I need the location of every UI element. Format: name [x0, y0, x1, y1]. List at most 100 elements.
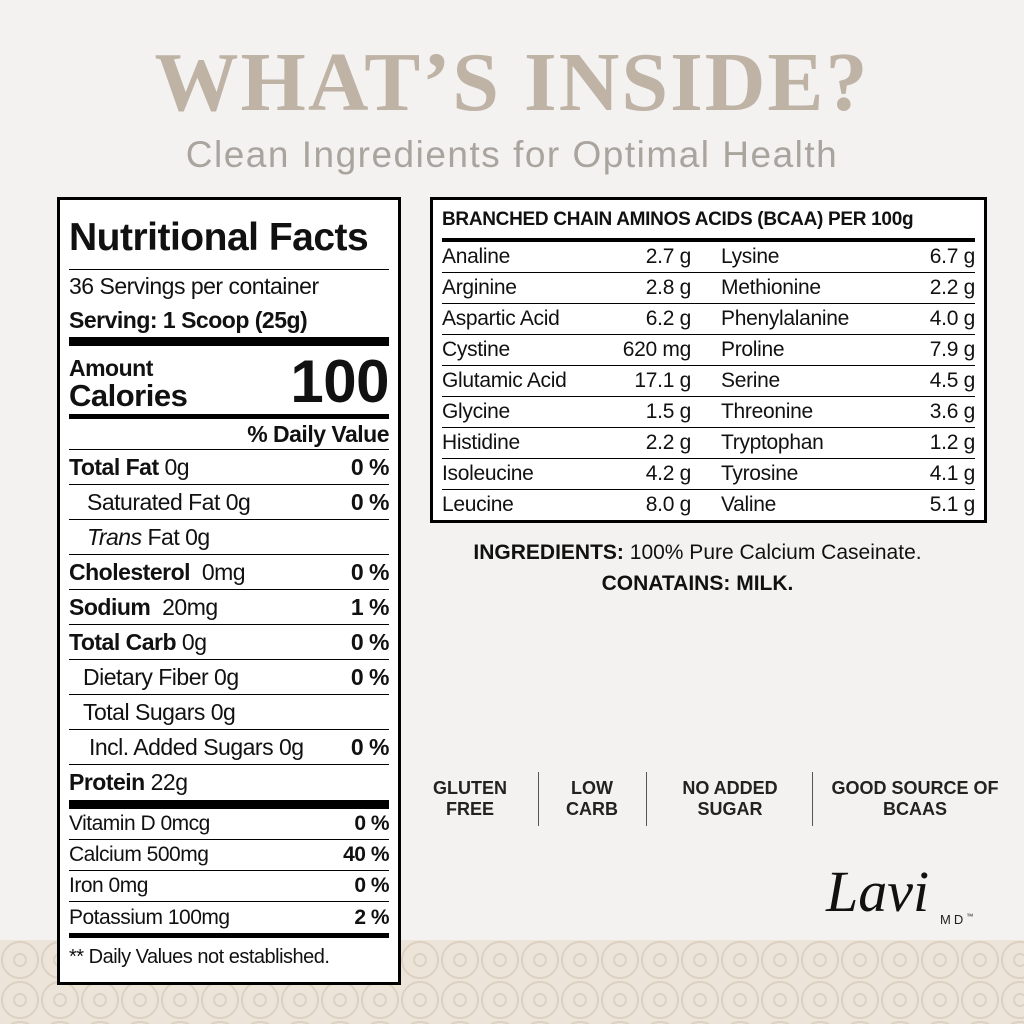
bcaa-row: Arginine 2.8 g Methionine 2.2 g: [442, 273, 975, 304]
nutrient-row: Total Carb 0g 0 %: [69, 625, 390, 660]
contains: CONATAINS: MILK.: [410, 572, 985, 596]
nutrition-title: Nutritional Facts: [69, 200, 389, 270]
title: WHAT’S INSIDE?: [154, 36, 870, 129]
bcaa-row: Cystine 620 mg Proline 7.9 g: [442, 335, 975, 366]
logo: Lavi: [826, 859, 930, 924]
amount-label: Amount: [69, 355, 153, 381]
rule: [69, 337, 389, 346]
bcaa-row: Leucine 8.0 g Valine 5.1 g: [442, 490, 975, 520]
dv-header-text: % Daily Value: [247, 420, 389, 447]
amino-amount: 2.2 g: [645, 431, 692, 454]
amino-amount: 6.7 g: [929, 245, 976, 268]
amino-amount: 1.5 g: [645, 400, 692, 423]
amino-name: Arginine: [442, 276, 517, 299]
bcaa-row: Histidine 2.2 g Tryptophan 1.2 g: [442, 428, 975, 459]
amino-name: Glutamic Acid: [442, 369, 567, 392]
calories-value: 100: [290, 348, 389, 415]
nutrient: Cholesterol 0mg: [69, 558, 246, 586]
amino-amount: 4.5 g: [929, 369, 976, 392]
amino-name: Threonine: [721, 400, 813, 423]
separator: [538, 772, 539, 826]
rule: [69, 414, 389, 419]
amino-amount: 4.0 g: [929, 307, 976, 330]
contains-text: MILK.: [736, 572, 794, 595]
nutrient-dv: 1 %: [350, 593, 390, 620]
nutrient-amount: 0mg: [201, 558, 246, 585]
nutrient-dv: 0 %: [350, 453, 390, 480]
serving: Serving: 1 Scoop (25g): [69, 303, 389, 337]
amino-name: Tyrosine: [721, 462, 798, 485]
amino-name: Glycine: [442, 400, 510, 423]
vitamin-row: Calcium 500mg 40 %: [69, 840, 389, 871]
nutrient-name: Dietary Fiber 0g: [83, 663, 239, 690]
vitamin-dv: 40 %: [343, 843, 389, 866]
amino-name: Serine: [721, 369, 780, 392]
vitamin-name: Iron 0mg: [69, 874, 148, 897]
amino-amount: 17.1 g: [634, 369, 691, 392]
nutrient-amount: 20mg: [162, 593, 218, 620]
amino-name: Phenylalanine: [721, 307, 850, 330]
amino-name: Histidine: [442, 431, 520, 454]
ingredients-text: 100% Pure Calcium Caseinate.: [629, 541, 922, 564]
bcaa-title: BRANCHED CHAIN AMINOS ACIDS (BCAA) PER 1…: [442, 200, 975, 242]
logo-tm: ™: [966, 913, 977, 921]
amino-amount: 8.0 g: [645, 493, 692, 516]
nutrient-name: Total Fat: [69, 453, 159, 480]
amino-name: Proline: [721, 338, 785, 361]
amino-amount: 2.7 g: [645, 245, 692, 268]
ingredients: INGREDIENTS: 100% Pure Calcium Caseinate…: [410, 541, 985, 565]
nutrient: Protein 22g: [69, 769, 188, 796]
nutrient-dv: 0 %: [350, 628, 390, 655]
nutrient-amount: 0g: [181, 628, 207, 655]
servings: 36 Servings per container: [69, 270, 389, 303]
nutrient-name: Saturated Fat 0g: [87, 488, 251, 515]
amino-name: Cystine: [442, 338, 510, 361]
nutrient-name: Sodium: [69, 593, 151, 620]
bcaa-table: BRANCHED CHAIN AMINOS ACIDS (BCAA) PER 1…: [430, 197, 987, 523]
amino-amount: 4.1 g: [929, 462, 976, 485]
bcaa-row: Glutamic Acid 17.1 g Serine 4.5 g: [442, 366, 975, 397]
nutrient-dv: 0 %: [350, 733, 390, 760]
nutrient-name: Protein: [69, 769, 145, 795]
rule: [69, 800, 389, 809]
vitamin-dv: 0 %: [354, 874, 389, 897]
amino-amount: 620 mg: [622, 338, 692, 361]
nutrient-row: Saturated Fat 0g 0 %: [69, 485, 390, 520]
amino-amount: 1.2 g: [929, 431, 976, 454]
nutrient-row: Incl. Added Sugars 0g 0 %: [69, 730, 390, 765]
nutrient: Sodium 20mg: [69, 594, 218, 621]
nutrient-name: Cholesterol: [69, 558, 191, 585]
amino-name: Aspartic Acid: [442, 307, 560, 330]
nutrient-row: Dietary Fiber 0g 0 %: [69, 660, 390, 695]
nutrient: Total Fat 0g: [69, 453, 190, 481]
logo-md: MD: [940, 912, 967, 927]
amino-amount: 7.9 g: [929, 338, 976, 361]
nutrient-dv: 0 %: [350, 488, 390, 515]
vitamin-name: Vitamin D 0mcg: [69, 812, 210, 835]
vitamin-dv: 2 %: [354, 905, 389, 929]
nutrient-row: Sodium 20mg 1 %: [69, 590, 390, 625]
amino-name: Methionine: [721, 276, 821, 299]
rule: [69, 933, 389, 938]
nutrient-dv: 0 %: [350, 663, 390, 690]
logo-suffix: MD™: [940, 912, 976, 927]
nutrient-name: Total Sugars 0g: [83, 698, 236, 725]
badge: GLUTEN FREE: [433, 778, 507, 819]
vitamin-row: Iron 0mg 0 %: [69, 871, 389, 902]
nutrition-title-text: Nutritional Facts: [69, 215, 369, 259]
amino-name: Leucine: [442, 493, 514, 516]
amino-amount: 4.2 g: [645, 462, 692, 485]
nutrient-name: Incl. Added Sugars 0g: [89, 733, 304, 760]
vitamin-row: Potassium 100mg 2 %: [69, 902, 389, 933]
vitamin-name: Potassium 100mg: [69, 905, 230, 929]
contains-label: CONATAINS:: [601, 572, 731, 595]
serving-text: Serving: 1 Scoop (25g): [69, 306, 308, 333]
nutrient-row: Total Sugars 0g: [69, 695, 389, 730]
bcaa-row: Glycine 1.5 g Threonine 3.6 g: [442, 397, 975, 428]
nutrition-panel: Nutritional Facts 36 Servings per contai…: [57, 197, 401, 985]
amino-amount: 5.1 g: [929, 493, 976, 516]
amino-amount: 2.2 g: [929, 276, 976, 299]
servings-text: 36 Servings per container: [69, 273, 319, 299]
nutrient-dv: 0 %: [350, 558, 390, 585]
